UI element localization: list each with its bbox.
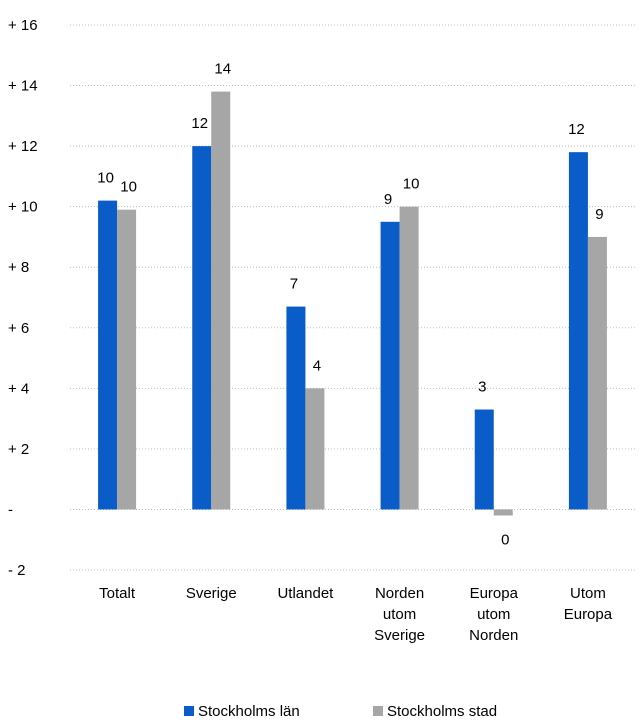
- bar-stockholms-lan: [286, 306, 306, 510]
- bar-stockholms-stad: [399, 206, 419, 510]
- y-tick-label: + 2: [8, 441, 29, 458]
- x-axis-categories: Totalt Sverige Utlandet Norden utom Sverige Eu…: [99, 585, 613, 644]
- y-tick-label: - 2: [8, 562, 26, 579]
- y-tick-label: + 10: [8, 199, 38, 216]
- data-label: 0: [501, 531, 509, 548]
- data-label: 9: [595, 206, 603, 223]
- category-label: Europa: [470, 585, 519, 602]
- y-tick-label: + 4: [8, 380, 29, 397]
- category-label: Norden: [469, 627, 518, 644]
- bar-stockholms-lan: [568, 152, 588, 510]
- y-tick-label: + 14: [8, 78, 38, 95]
- y-tick-label: + 16: [8, 17, 38, 34]
- data-label: 10: [120, 179, 137, 196]
- gridlines: [70, 24, 635, 571]
- legend-label: Stockholms stad: [387, 703, 497, 720]
- legend: Stockholms län Stockholms stad: [184, 703, 497, 720]
- data-label: 3: [478, 379, 486, 396]
- y-tick-label: + 12: [8, 138, 38, 155]
- bars: [98, 91, 607, 516]
- legend-swatch-stockholms-lan: [184, 706, 194, 716]
- data-label: 9: [384, 191, 392, 208]
- bar-stockholms-lan: [98, 200, 118, 510]
- legend-label: Stockholms län: [198, 703, 300, 720]
- bar-stockholms-stad: [305, 388, 325, 510]
- category-label: utom: [383, 606, 416, 623]
- data-label: 12: [191, 115, 208, 132]
- bar-stockholms-stad: [117, 209, 137, 510]
- category-label: Sverige: [374, 627, 425, 644]
- data-label: 10: [403, 176, 420, 193]
- category-label: Europa: [564, 606, 613, 623]
- legend-swatch-stockholms-stad: [373, 706, 383, 716]
- bar-stockholms-lan: [474, 409, 494, 510]
- data-label: 4: [313, 357, 321, 374]
- bar-stockholms-stad: [587, 236, 607, 510]
- y-axis-ticks: + 16 + 14 + 12 + 10 + 8 + 6 + 4 + 2 - - 2: [8, 17, 38, 579]
- bar-stockholms-lan: [192, 146, 212, 510]
- data-labels: 10 12 7 9 3 12 10 14 4 10 0 9: [97, 61, 603, 549]
- data-label: 7: [290, 276, 298, 293]
- y-tick-label: + 6: [8, 320, 29, 337]
- category-label: Utom: [570, 585, 606, 602]
- category-label: Utlandet: [277, 585, 334, 602]
- bar-stockholms-stad: [211, 91, 231, 510]
- bar-stockholms-lan: [380, 221, 400, 510]
- data-label: 10: [97, 170, 114, 187]
- category-label: utom: [477, 606, 510, 623]
- bar-stockholms-stad: [493, 509, 513, 516]
- data-label: 12: [568, 121, 585, 138]
- data-label: 14: [214, 61, 231, 78]
- y-tick-label: -: [8, 501, 13, 518]
- category-label: Totalt: [99, 585, 136, 602]
- category-label: Norden: [375, 585, 424, 602]
- category-label: Sverige: [186, 585, 237, 602]
- y-tick-label: + 8: [8, 259, 29, 276]
